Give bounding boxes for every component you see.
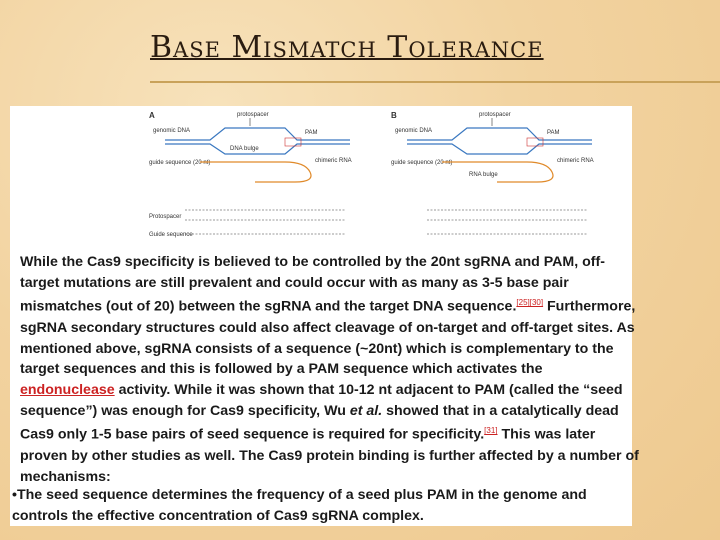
label: protospacer	[237, 112, 269, 118]
panel-b: B protospacer genomic DNA PAM guide sequ…	[391, 111, 594, 235]
link[interactable]: endonuclease	[20, 381, 115, 398]
label: PAM	[547, 130, 560, 136]
citation[interactable]: [25][30]	[516, 298, 544, 308]
content-panel: A protospacer genomic DNA PAM DNA bulge …	[10, 106, 639, 526]
label: chimeric RNA	[557, 158, 594, 164]
panel-letter: B	[391, 111, 397, 120]
label: guide sequence (20 nt)	[149, 160, 210, 166]
label: genomic DNA	[395, 128, 432, 134]
label: Guide sequence	[149, 232, 193, 238]
label: PAM	[305, 130, 318, 136]
label: chimeric RNA	[315, 158, 352, 164]
text: Furthermore, sgRNA secondary structures …	[20, 299, 636, 378]
citation[interactable]: [31]	[484, 426, 498, 436]
panel-letter: A	[149, 111, 155, 120]
panel-a: A protospacer genomic DNA PAM DNA bulge …	[149, 111, 352, 238]
bullet-text: •The seed sequence determines the freque…	[12, 487, 587, 524]
label: DNA bulge	[230, 146, 259, 152]
label: Protospacer	[149, 214, 181, 220]
label: RNA bulge	[469, 172, 498, 178]
text: activity. While it was shown that 10-12 …	[20, 381, 623, 419]
slide-title: Base Mismatch Tolerance	[150, 30, 544, 65]
italic-text: et al.	[349, 402, 383, 419]
title-rule	[150, 81, 720, 83]
body-text: While the Cas9 specificity is believed t…	[20, 252, 640, 487]
figure: A protospacer genomic DNA PAM DNA bulge …	[149, 111, 594, 238]
text: This was later proven by other studies a…	[20, 427, 639, 485]
text: showed that in a catalytically dead Cas9…	[20, 402, 619, 444]
label: protospacer	[479, 112, 511, 118]
label: guide sequence (20 nt)	[391, 160, 452, 166]
text: While the Cas9 specificity is believed t…	[20, 254, 605, 316]
label: genomic DNA	[153, 128, 190, 134]
